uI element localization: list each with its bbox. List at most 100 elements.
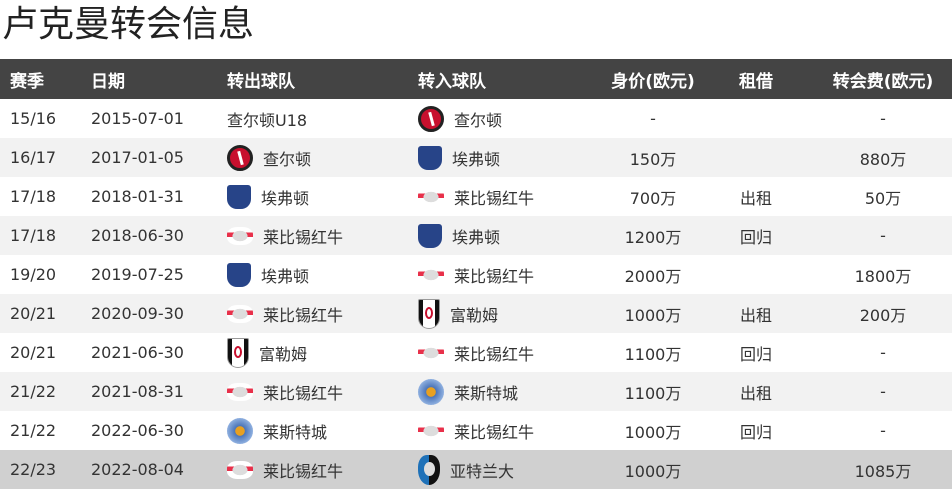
to-team-cell: 查尔顿	[418, 99, 608, 138]
fee-cell: 1085万	[854, 461, 912, 481]
date-cell: 2017-01-05	[91, 148, 184, 167]
header-loan: 租借	[698, 59, 814, 99]
value-cell: 700万	[629, 188, 677, 208]
value-cell: -	[650, 109, 656, 128]
season-cell: 20/21	[10, 304, 57, 323]
team-name[interactable]: 埃弗顿	[261, 188, 310, 208]
table-row: 17/18 2018-01-31 埃弗顿 莱比锡红牛 700万 出租 50万	[0, 177, 952, 216]
loan-cell: 出租	[739, 188, 772, 208]
team-name[interactable]: 莱斯特城	[454, 383, 519, 403]
table-row: 22/23 2022-08-04 莱比锡红牛 亚特兰大 1000万 1085万	[0, 450, 952, 489]
to-team-cell: 埃弗顿	[418, 138, 608, 177]
team-name[interactable]: 埃弗顿	[452, 227, 501, 247]
rbl-badge-icon	[227, 226, 253, 245]
team-name[interactable]: 查尔顿	[263, 149, 312, 169]
from-team-cell: 莱比锡红牛	[227, 294, 418, 333]
fee-cell: -	[880, 109, 886, 128]
value-cell: 1100万	[624, 383, 682, 403]
date-cell: 2021-08-31	[91, 382, 184, 401]
from-team-cell: 埃弗顿	[227, 177, 418, 216]
table-row: 21/22 2021-08-31 莱比锡红牛 莱斯特城 1100万 出租 -	[0, 372, 952, 411]
loan-cell: 回归	[739, 344, 772, 364]
to-team-cell: 莱比锡红牛	[418, 411, 608, 450]
team-name[interactable]: 富勒姆	[450, 305, 499, 325]
fee-cell: 880万	[859, 149, 907, 169]
rbl-badge-icon	[418, 343, 444, 362]
team-name[interactable]: 莱比锡红牛	[263, 305, 344, 325]
to-team-cell: 亚特兰大	[418, 450, 608, 489]
loan-cell	[698, 99, 814, 138]
everton-badge-icon	[418, 223, 442, 248]
team-name[interactable]: 莱比锡红牛	[263, 227, 344, 247]
team-name[interactable]: 富勒姆	[259, 344, 308, 364]
team-name[interactable]: 莱比锡红牛	[454, 422, 535, 442]
season-cell: 22/23	[10, 460, 57, 479]
header-date: 日期	[81, 59, 227, 99]
charlton-badge-icon	[418, 105, 444, 132]
from-team-cell: 埃弗顿	[227, 255, 418, 294]
rbl-badge-icon	[418, 187, 444, 206]
value-cell: 1000万	[624, 305, 682, 325]
fee-cell: 1800万	[854, 266, 912, 286]
loan-cell: 出租	[739, 305, 772, 325]
loan-cell	[698, 450, 814, 489]
transfer-table: 赛季 日期 转出球队 转入球队 身价(欧元) 租借 转会费(欧元) 15/16 …	[0, 59, 952, 489]
team-name[interactable]: 莱比锡红牛	[454, 188, 535, 208]
date-cell: 2020-09-30	[91, 304, 184, 323]
season-cell: 17/18	[10, 226, 57, 245]
loan-cell	[698, 255, 814, 294]
table-row: 19/20 2019-07-25 埃弗顿 莱比锡红牛 2000万 1800万	[0, 255, 952, 294]
value-cell: 1200万	[624, 227, 682, 247]
header-value: 身价(欧元)	[608, 59, 698, 99]
team-name[interactable]: 查尔顿U18	[227, 110, 308, 130]
header-fee: 转会费(欧元)	[814, 59, 952, 99]
table-row: 15/16 2015-07-01 查尔顿U18 查尔顿 - -	[0, 99, 952, 138]
to-team-cell: 富勒姆	[418, 294, 608, 333]
everton-badge-icon	[227, 262, 251, 287]
date-cell: 2018-06-30	[91, 226, 184, 245]
team-name[interactable]: 埃弗顿	[452, 149, 501, 169]
page-title: 卢克曼转会信息	[2, 4, 255, 45]
everton-badge-icon	[418, 145, 442, 170]
team-name[interactable]: 亚特兰大	[450, 461, 515, 481]
value-cell: 1000万	[624, 461, 682, 481]
season-cell: 19/20	[10, 265, 57, 284]
loan-cell: 回归	[739, 227, 772, 247]
rbl-badge-icon	[227, 304, 253, 323]
team-name[interactable]: 莱比锡红牛	[454, 266, 535, 286]
header-season: 赛季	[0, 59, 81, 99]
rbl-badge-icon	[418, 265, 444, 284]
season-cell: 20/21	[10, 343, 57, 362]
fulham-badge-icon	[227, 337, 249, 368]
team-name[interactable]: 埃弗顿	[261, 266, 310, 286]
from-team-cell: 莱比锡红牛	[227, 216, 418, 255]
rbl-badge-icon	[227, 460, 253, 479]
from-team-cell: 查尔顿U18	[227, 99, 418, 138]
to-team-cell: 埃弗顿	[418, 216, 608, 255]
value-cell: 2000万	[624, 266, 682, 286]
season-cell: 21/22	[10, 382, 57, 401]
to-team-cell: 莱斯特城	[418, 372, 608, 411]
loan-cell: 出租	[739, 383, 772, 403]
rbl-badge-icon	[227, 382, 253, 401]
table-row: 20/21 2020-09-30 莱比锡红牛 富勒姆 1000万 出租 200万	[0, 294, 952, 333]
date-cell: 2018-01-31	[91, 187, 184, 206]
team-name[interactable]: 莱比锡红牛	[263, 461, 344, 481]
everton-badge-icon	[227, 184, 251, 209]
date-cell: 2021-06-30	[91, 343, 184, 362]
leicester-badge-icon	[418, 378, 444, 405]
team-name[interactable]: 莱比锡红牛	[263, 383, 344, 403]
leicester-badge-icon	[227, 417, 253, 444]
team-name[interactable]: 莱比锡红牛	[454, 344, 535, 364]
table-row: 21/22 2022-06-30 莱斯特城 莱比锡红牛 1000万 回归 -	[0, 411, 952, 450]
table-row: 16/17 2017-01-05 查尔顿 埃弗顿 150万 880万	[0, 138, 952, 177]
to-team-cell: 莱比锡红牛	[418, 255, 608, 294]
team-name[interactable]: 查尔顿	[454, 110, 503, 130]
table-row: 17/18 2018-06-30 莱比锡红牛 埃弗顿 1200万 回归 -	[0, 216, 952, 255]
to-team-cell: 莱比锡红牛	[418, 177, 608, 216]
to-team-cell: 莱比锡红牛	[418, 333, 608, 372]
from-team-cell: 莱斯特城	[227, 411, 418, 450]
charlton-badge-icon	[227, 144, 253, 171]
team-name[interactable]: 莱斯特城	[263, 422, 328, 442]
rbl-badge-icon	[418, 421, 444, 440]
